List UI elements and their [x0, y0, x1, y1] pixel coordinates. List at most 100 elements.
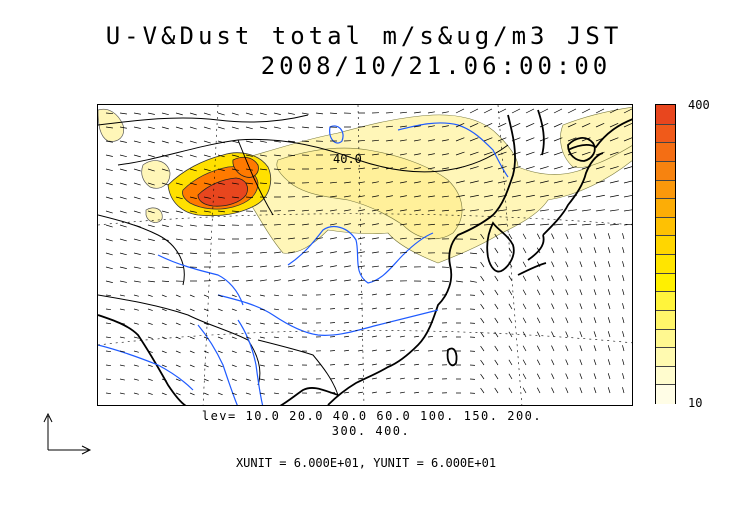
wind-vector	[203, 322, 209, 326]
wind-vector	[119, 280, 127, 283]
reference-vector-icon	[43, 412, 92, 455]
wind-vector	[217, 280, 226, 282]
wind-vector	[413, 223, 421, 226]
wind-vector	[455, 151, 465, 156]
wind-vector	[539, 180, 549, 184]
dust-plume-west-patches	[98, 108, 171, 223]
wind-vector	[189, 168, 197, 172]
wind-vector	[175, 294, 181, 298]
wind-vector	[189, 294, 195, 298]
wind-vector	[161, 168, 169, 172]
wind-vector	[622, 275, 625, 282]
wind-vector	[161, 196, 169, 200]
wind-vector	[217, 392, 223, 396]
wind-vector	[357, 251, 365, 254]
wind-vector	[480, 373, 485, 380]
wind-vector	[259, 238, 268, 240]
wind-vector	[399, 349, 405, 352]
wind-vector	[455, 122, 465, 128]
wind-vector	[593, 359, 597, 366]
wind-vector	[579, 233, 583, 240]
wind-vector	[399, 321, 405, 324]
wind-vector	[385, 223, 393, 226]
wind-vector	[175, 308, 181, 312]
wind-vector	[231, 154, 239, 157]
wind-vector	[579, 317, 583, 324]
wind-vector	[161, 112, 169, 116]
wind-vector	[273, 294, 279, 297]
wind-vector	[287, 112, 295, 115]
colorbar-segment	[656, 235, 675, 255]
wind-vector	[231, 322, 237, 325]
wind-vector	[287, 279, 295, 282]
wind-vector	[595, 137, 605, 142]
colorbar-segment	[656, 160, 675, 181]
wind-vector	[133, 126, 141, 129]
wind-vector	[245, 126, 253, 130]
wind-vector	[494, 387, 499, 394]
wind-vector	[133, 168, 141, 172]
wind-vector	[259, 168, 267, 171]
chart-timestamp: 2008/10/21.06:00:00	[260, 52, 612, 80]
wind-vector	[593, 317, 597, 324]
wind-vector	[565, 261, 569, 268]
wind-vector	[273, 237, 281, 240]
wind-vector	[273, 126, 281, 129]
wind-vector	[371, 363, 377, 366]
wind-vector	[494, 373, 499, 380]
wind-vector	[161, 224, 169, 227]
wind-vector	[301, 196, 310, 198]
wind-vector	[469, 209, 479, 212]
wind-vector	[147, 182, 155, 186]
wind-vector	[231, 126, 239, 130]
wind-vector	[259, 112, 267, 116]
wind-vector	[371, 279, 379, 282]
wind-vector	[385, 349, 391, 352]
wind-vector	[105, 168, 113, 172]
kamchatka-coast	[567, 118, 632, 151]
wind-vector	[399, 111, 407, 114]
wind-vector	[595, 194, 605, 198]
wind-vector	[245, 112, 253, 116]
wind-vector	[551, 317, 555, 324]
wind-vector	[622, 261, 625, 268]
wind-vector	[105, 392, 111, 395]
wind-vector	[427, 195, 435, 198]
wind-vector	[189, 322, 195, 326]
wind-vector	[525, 151, 535, 156]
wind-vector	[105, 238, 113, 242]
wind-vector	[203, 336, 209, 340]
wind-vector	[161, 126, 169, 130]
wind-vector	[175, 266, 184, 268]
wind-vector	[105, 140, 113, 143]
wind-vector	[607, 345, 611, 352]
colorbar-segment	[656, 347, 675, 367]
wind-vector	[565, 303, 569, 310]
wind-vector	[511, 151, 521, 156]
wind-vector	[413, 181, 421, 184]
wind-vector	[483, 180, 493, 184]
wind-vector	[273, 378, 279, 381]
wind-vector	[623, 166, 632, 170]
wind-vector	[399, 195, 407, 198]
wind-vector	[469, 223, 479, 226]
wind-vector	[371, 167, 379, 170]
wind-vector	[581, 108, 591, 114]
wind-vector	[593, 275, 597, 282]
wind-vector	[343, 363, 349, 366]
wind-vector	[607, 275, 611, 282]
wind-vector	[203, 140, 211, 144]
wind-vector	[609, 166, 619, 170]
wind-vector	[595, 180, 605, 184]
wind-vector	[413, 237, 421, 240]
wind-vector	[371, 349, 377, 352]
wind-vector	[551, 247, 555, 254]
wind-vector	[161, 294, 167, 298]
wind-vector	[161, 350, 167, 354]
wind-vector	[553, 151, 563, 156]
wind-vector	[579, 247, 583, 254]
wind-vector	[522, 247, 527, 254]
wind-vector	[455, 194, 465, 198]
wind-vector	[441, 167, 449, 170]
wind-vector	[245, 294, 251, 297]
